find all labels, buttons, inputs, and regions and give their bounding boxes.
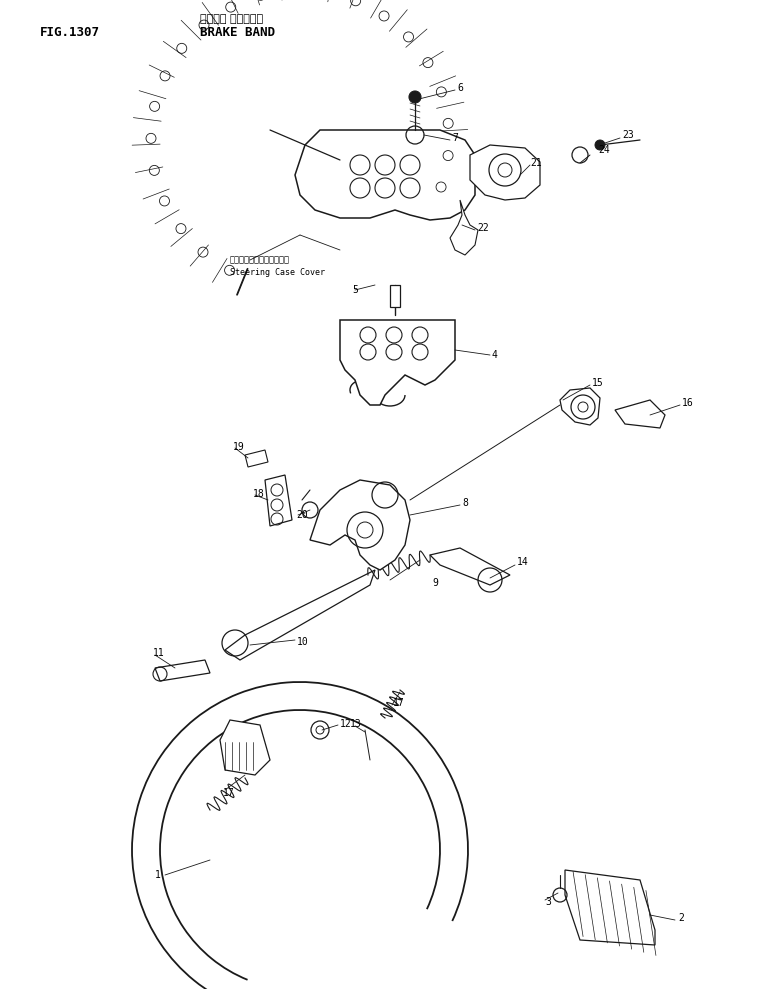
Text: 24: 24 — [598, 145, 610, 155]
Text: 23: 23 — [622, 130, 633, 140]
Text: 21: 21 — [530, 158, 542, 168]
Text: 18: 18 — [253, 489, 265, 499]
Text: 11: 11 — [153, 648, 164, 658]
Circle shape — [595, 140, 605, 150]
Text: 2: 2 — [678, 913, 684, 923]
Text: 3: 3 — [545, 897, 551, 907]
Polygon shape — [225, 570, 375, 660]
Polygon shape — [245, 450, 268, 467]
Polygon shape — [220, 720, 270, 775]
Text: 17: 17 — [393, 698, 405, 708]
Polygon shape — [340, 320, 455, 405]
Polygon shape — [560, 388, 600, 425]
Text: 17: 17 — [223, 788, 235, 798]
Text: BRAKE BAND: BRAKE BAND — [200, 26, 275, 39]
Polygon shape — [565, 870, 655, 945]
Text: 8: 8 — [462, 498, 468, 508]
Text: 12: 12 — [340, 719, 352, 729]
Polygon shape — [615, 400, 665, 428]
Text: 22: 22 — [477, 223, 489, 233]
Text: ステアリングケースカバー: ステアリングケースカバー — [230, 255, 290, 264]
Text: Steering Case Cover: Steering Case Cover — [230, 268, 325, 277]
Text: 10: 10 — [297, 637, 309, 647]
Text: 9: 9 — [432, 578, 438, 588]
Polygon shape — [310, 480, 410, 570]
Polygon shape — [155, 660, 210, 681]
Polygon shape — [295, 130, 475, 220]
Text: 6: 6 — [457, 83, 463, 93]
Bar — [390, 285, 400, 307]
Circle shape — [409, 91, 421, 103]
Polygon shape — [265, 475, 292, 526]
Text: 1: 1 — [155, 870, 161, 880]
Text: 19: 19 — [233, 442, 245, 452]
Text: 16: 16 — [682, 398, 694, 408]
Polygon shape — [430, 548, 510, 585]
Text: ブレーキ バンド゙: ブレーキ バンド゙ — [200, 14, 263, 24]
Text: 20: 20 — [296, 510, 308, 520]
Polygon shape — [470, 145, 540, 200]
Text: 4: 4 — [492, 350, 498, 360]
Text: 14: 14 — [517, 557, 529, 567]
Text: 7: 7 — [452, 133, 458, 143]
Text: 13: 13 — [350, 719, 362, 729]
Text: 5: 5 — [352, 285, 358, 295]
Text: 15: 15 — [592, 378, 604, 388]
Polygon shape — [450, 200, 478, 255]
Text: FIG.1307: FIG.1307 — [40, 26, 100, 39]
